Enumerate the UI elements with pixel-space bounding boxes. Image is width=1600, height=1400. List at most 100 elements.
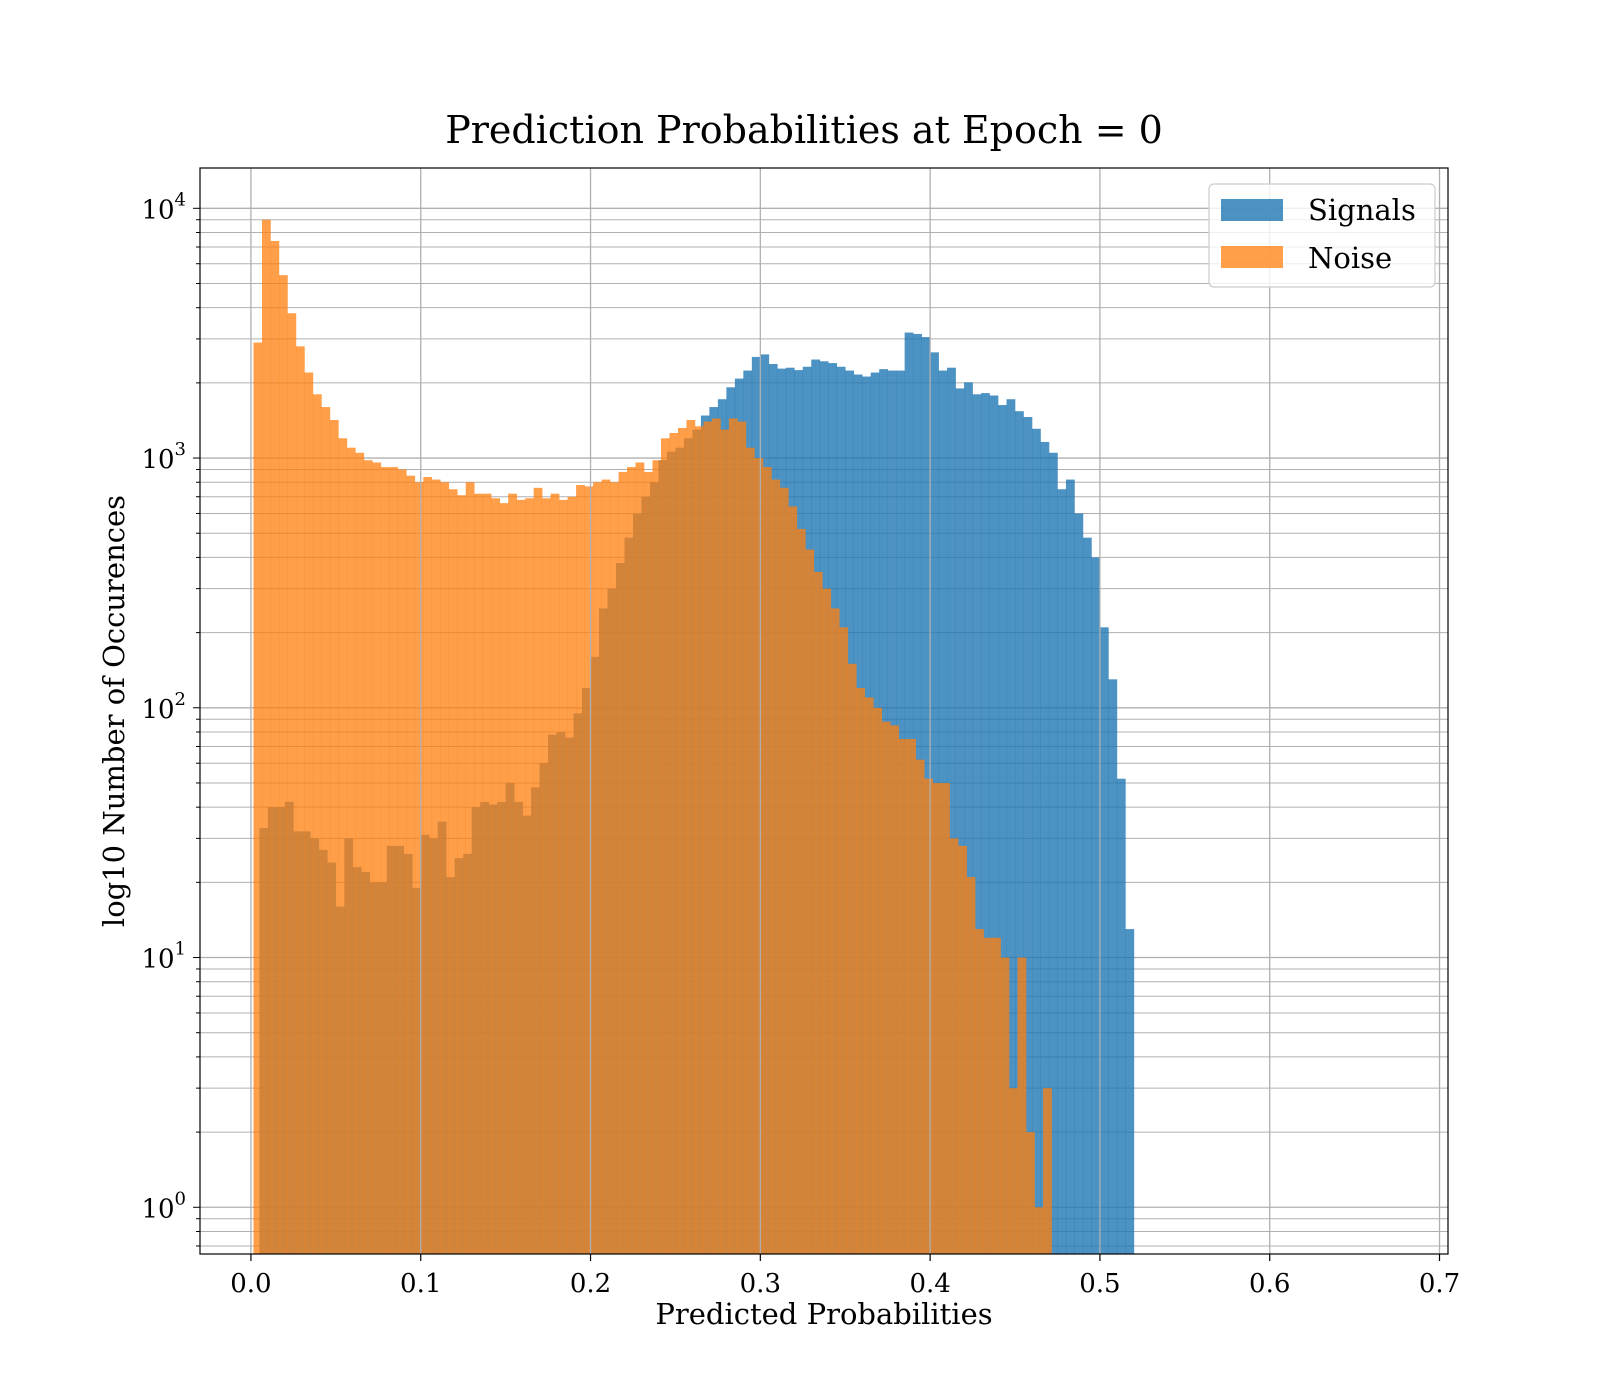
bar-noise bbox=[576, 484, 585, 1254]
bar-signals bbox=[1057, 489, 1067, 1254]
y-tick-label: 100 bbox=[141, 1188, 186, 1224]
bar-noise bbox=[805, 549, 815, 1254]
x-tick-label: 0.6 bbox=[1249, 1269, 1290, 1299]
y-tick-label: 103 bbox=[141, 439, 186, 475]
bar-noise bbox=[703, 421, 713, 1254]
bar-signals bbox=[955, 388, 965, 1254]
bar-signals bbox=[1006, 399, 1016, 1254]
bar-noise bbox=[601, 479, 611, 1254]
bar-noise bbox=[499, 503, 509, 1254]
bar-noise bbox=[618, 471, 628, 1254]
bar-noise bbox=[610, 482, 619, 1254]
bar-noise bbox=[508, 493, 517, 1254]
y-axis-label: log10 Number of Occurences bbox=[97, 495, 131, 927]
bar-noise bbox=[958, 845, 967, 1254]
bar-noise bbox=[321, 407, 331, 1254]
bar-noise bbox=[635, 462, 645, 1254]
series-noise-bars bbox=[253, 219, 1052, 1255]
x-tick-label: 0.2 bbox=[570, 1269, 611, 1299]
legend-swatch-noise bbox=[1221, 246, 1283, 268]
x-tick-label: 0.5 bbox=[1079, 1269, 1120, 1299]
x-axis-ticks: 0.0 0.1 0.2 0.3 0.4 0.5 0.6 0.7 bbox=[230, 1254, 1460, 1299]
bar-noise bbox=[898, 738, 908, 1254]
bar-noise bbox=[949, 838, 959, 1254]
bar-noise bbox=[278, 275, 288, 1255]
x-tick-label: 0.0 bbox=[230, 1269, 271, 1299]
bar-noise bbox=[312, 394, 322, 1254]
vertical-grid-lines bbox=[250, 168, 1441, 1254]
bar-noise bbox=[941, 782, 950, 1254]
legend-swatch-signals bbox=[1221, 199, 1283, 221]
chart-title: Prediction Probabilities at Epoch = 0 bbox=[445, 108, 1163, 152]
bar-signals bbox=[1091, 557, 1101, 1254]
bar-noise bbox=[482, 493, 492, 1254]
bar-noise bbox=[474, 493, 484, 1254]
bar-noise bbox=[856, 688, 866, 1254]
bar-signals bbox=[1048, 452, 1058, 1254]
bar-noise bbox=[559, 499, 568, 1254]
bar-noise bbox=[516, 499, 526, 1254]
bar-noise bbox=[525, 498, 534, 1254]
bar-noise bbox=[414, 482, 424, 1254]
bar-noise bbox=[627, 467, 636, 1254]
bar-noise bbox=[873, 707, 883, 1254]
bar-noise bbox=[287, 313, 297, 1254]
bar-noise bbox=[542, 498, 551, 1254]
bar-noise bbox=[907, 738, 916, 1254]
bar-noise bbox=[924, 778, 933, 1254]
bar-noise bbox=[397, 469, 407, 1254]
bar-signals bbox=[1040, 441, 1050, 1254]
bar-noise bbox=[1017, 957, 1027, 1254]
y-axis-ticks: 100 101 102 103 104 bbox=[141, 189, 200, 1247]
bar-noise bbox=[1026, 1132, 1035, 1254]
bar-noise bbox=[389, 467, 399, 1254]
bar-noise bbox=[796, 528, 806, 1254]
bar-signals bbox=[1099, 627, 1109, 1254]
bar-noise bbox=[975, 929, 984, 1254]
bar-signals bbox=[1125, 929, 1135, 1254]
bar-signals bbox=[1116, 778, 1126, 1254]
plot-frame bbox=[199, 167, 1449, 1255]
bar-signals bbox=[1074, 513, 1084, 1254]
x-tick-label: 0.1 bbox=[400, 1269, 441, 1299]
bar-signals bbox=[1108, 679, 1118, 1254]
bar-noise bbox=[423, 476, 433, 1255]
bar-noise bbox=[363, 460, 373, 1254]
bar-signals bbox=[1015, 411, 1024, 1254]
bar-noise bbox=[890, 725, 900, 1254]
bar-noise bbox=[983, 937, 993, 1254]
bar-noise bbox=[1043, 1088, 1052, 1254]
bar-noise bbox=[745, 447, 755, 1254]
bar-noise bbox=[737, 421, 747, 1254]
bar-noise bbox=[431, 479, 441, 1254]
bar-noise bbox=[533, 487, 543, 1254]
bar-noise bbox=[329, 420, 339, 1254]
y-tick-label: 104 bbox=[141, 189, 186, 225]
bar-signals bbox=[947, 367, 956, 1254]
y-tick-label: 102 bbox=[141, 689, 186, 725]
bar-noise bbox=[966, 877, 976, 1254]
bar-noise bbox=[567, 496, 577, 1255]
bar-signals bbox=[1023, 416, 1033, 1255]
bar-noise bbox=[304, 372, 314, 1254]
bar-noise bbox=[686, 420, 696, 1254]
x-tick-label: 0.4 bbox=[909, 1269, 950, 1299]
bar-noise bbox=[694, 426, 704, 1255]
bar-signals bbox=[1032, 428, 1041, 1254]
x-axis-label: Predicted Probabilities bbox=[655, 1297, 992, 1331]
legend-label-signals: Signals bbox=[1308, 193, 1416, 227]
bar-signals bbox=[1065, 479, 1075, 1254]
bar-noise bbox=[669, 432, 679, 1254]
bar-noise bbox=[839, 627, 849, 1254]
bar-signals bbox=[964, 382, 973, 1254]
bar-noise bbox=[788, 506, 798, 1254]
bar-noise bbox=[847, 663, 857, 1254]
bar-signals bbox=[981, 393, 990, 1254]
bar-signals bbox=[1082, 537, 1092, 1254]
legend: Signals Noise bbox=[1208, 183, 1436, 288]
bar-noise bbox=[550, 493, 560, 1254]
bar-noise bbox=[448, 489, 458, 1254]
bar-noise bbox=[372, 462, 382, 1254]
bar-noise bbox=[830, 608, 840, 1254]
